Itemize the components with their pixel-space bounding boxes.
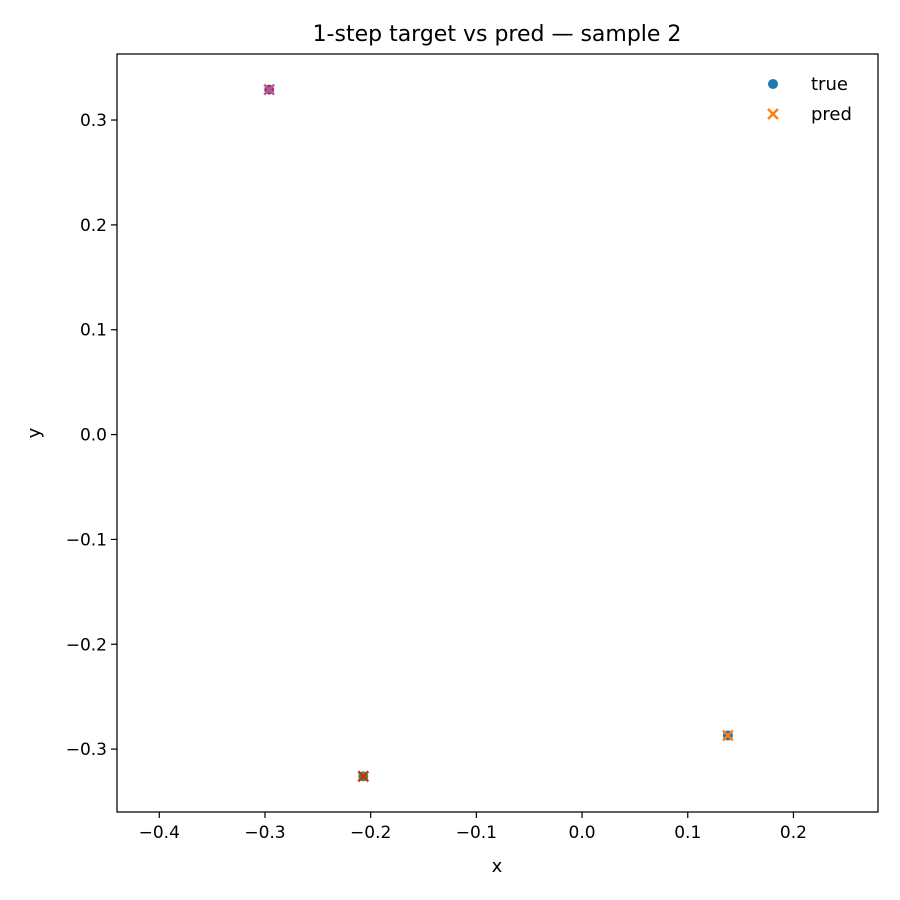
plot-area bbox=[117, 54, 878, 812]
y-axis-label: y bbox=[24, 427, 45, 438]
pred-point bbox=[722, 729, 734, 742]
x-tick-label: 0.2 bbox=[780, 823, 807, 843]
x-tick-label: −0.3 bbox=[244, 823, 285, 843]
data-marks bbox=[263, 83, 734, 783]
y-tick-label: 0.1 bbox=[80, 321, 107, 341]
y-tick-label: −0.2 bbox=[66, 635, 107, 655]
y-tick-label: 0.0 bbox=[80, 426, 107, 446]
x-tick-label: −0.1 bbox=[456, 823, 497, 843]
legend: true pred bbox=[767, 74, 852, 125]
y-tick-label: −0.3 bbox=[66, 740, 107, 760]
chart-title: 1-step target vs pred — sample 2 bbox=[313, 22, 682, 47]
pred-point bbox=[357, 770, 370, 783]
legend-label: true bbox=[811, 74, 848, 95]
plot-frame bbox=[116, 53, 879, 813]
legend-marker-true bbox=[768, 79, 778, 89]
axis-ticks: −0.4 −0.3 −0.2 −0.1 0.0 0.1 0.2 −0.3 −0.2 −0.1 0.0… bbox=[66, 111, 807, 843]
x-tick-label: −0.2 bbox=[350, 823, 391, 843]
x-tick-label: −0.4 bbox=[139, 823, 180, 843]
legend-label: pred bbox=[811, 104, 852, 125]
pred-point bbox=[263, 83, 276, 96]
y-tick-label: −0.1 bbox=[66, 530, 107, 550]
legend-marker-pred bbox=[767, 108, 779, 120]
y-tick-label: 0.3 bbox=[80, 111, 107, 131]
x-axis-label: x bbox=[492, 856, 503, 877]
y-tick-label: 0.2 bbox=[80, 216, 107, 236]
x-tick-label: 0.1 bbox=[674, 823, 701, 843]
x-tick-label: 0.0 bbox=[569, 823, 596, 843]
